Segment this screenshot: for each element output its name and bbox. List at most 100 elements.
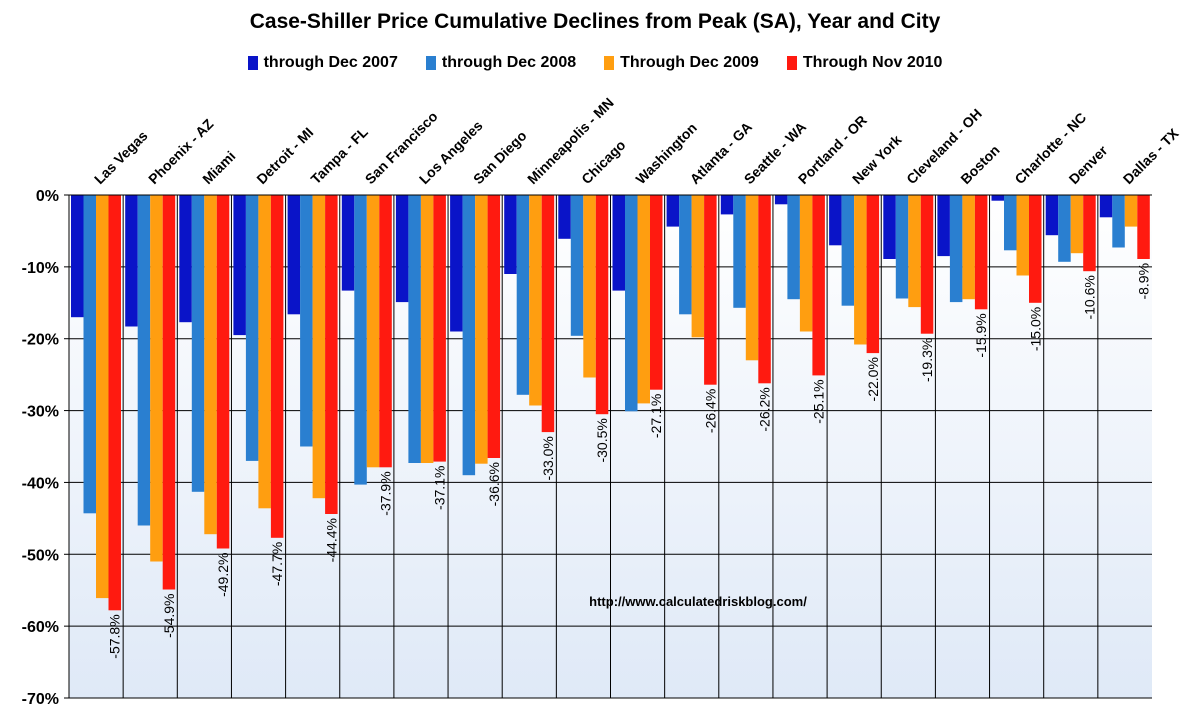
- bar: [1137, 195, 1150, 259]
- data-label: -49.2%: [215, 553, 231, 597]
- bar: [1124, 195, 1138, 227]
- bar: [1029, 195, 1042, 303]
- bar: [883, 195, 896, 259]
- bar: [612, 195, 625, 291]
- bar: [1083, 195, 1096, 272]
- category-label: Tampa - FL: [307, 123, 371, 187]
- bar: [799, 195, 813, 332]
- bar: [1099, 195, 1113, 218]
- bar: [595, 195, 609, 415]
- bar: [679, 195, 692, 315]
- bar: [204, 195, 217, 535]
- legend-item-nov-2010: Through Nov 2010: [786, 54, 943, 72]
- bar: [949, 195, 963, 303]
- bar: [650, 195, 663, 390]
- data-label: -22.0%: [865, 357, 881, 401]
- category-label: Miami: [199, 148, 238, 187]
- data-label: -44.4%: [323, 518, 339, 562]
- legend-item-dec-2008: through Dec 2008: [425, 54, 577, 72]
- bar: [758, 195, 771, 384]
- y-tick-label: 0%: [36, 188, 59, 205]
- category-label: Las Vegas: [91, 127, 151, 187]
- data-label: -25.1%: [811, 379, 827, 423]
- data-label: -33.0%: [540, 436, 556, 480]
- bar: [625, 195, 638, 412]
- bar: [787, 195, 800, 300]
- bar: [420, 195, 434, 463]
- data-label: -27.1%: [648, 394, 664, 438]
- legend-label: Through Dec 2009: [620, 54, 759, 71]
- bar: [191, 195, 205, 492]
- category-label: New York: [849, 131, 905, 187]
- category-label: Denver: [1066, 142, 1111, 187]
- legend-label: Through Nov 2010: [802, 54, 943, 71]
- bar: [908, 195, 921, 308]
- bar: [487, 195, 501, 458]
- bar: [691, 195, 705, 338]
- y-tick-label: -10%: [22, 260, 59, 277]
- data-label: -15.0%: [1027, 307, 1043, 351]
- category-label: Detroit - MI: [253, 124, 316, 187]
- y-tick-label: -30%: [22, 404, 59, 421]
- bar: [1045, 195, 1059, 236]
- data-label: -8.9%: [1136, 263, 1152, 300]
- legend-swatch: [425, 56, 436, 70]
- bar: [812, 195, 825, 376]
- bar: [71, 195, 84, 318]
- bar: [720, 195, 734, 215]
- bar: [937, 195, 950, 257]
- data-label: -37.9%: [378, 471, 394, 515]
- bar: [354, 195, 367, 485]
- legend-label: through Dec 2008: [441, 54, 577, 71]
- bar: [920, 195, 934, 334]
- bar: [245, 195, 259, 461]
- data-label: -26.4%: [702, 389, 718, 433]
- bar: [974, 195, 988, 310]
- legend-swatch: [247, 56, 258, 70]
- bar: [745, 195, 759, 361]
- bar: [704, 195, 717, 385]
- bar: [83, 195, 96, 514]
- bar: [829, 195, 842, 246]
- y-tick-label: -70%: [22, 691, 59, 708]
- data-label: -57.8%: [107, 614, 123, 658]
- bar: [300, 195, 313, 447]
- bar: [433, 195, 446, 462]
- bar: [866, 195, 880, 354]
- bar: [1058, 195, 1071, 262]
- data-label: -37.1%: [432, 466, 448, 510]
- bar: [450, 195, 463, 332]
- source-annotation: http://www.calculatedriskblog.com/: [589, 594, 807, 609]
- bar: [312, 195, 326, 499]
- legend-item-dec-2007: through Dec 2007: [247, 54, 398, 72]
- bar: [1016, 195, 1029, 276]
- bar: [1004, 195, 1017, 251]
- bar: [529, 195, 542, 406]
- legend-swatch: [786, 56, 797, 70]
- bar: [108, 195, 121, 611]
- legend-item-dec-2009: Through Dec 2009: [604, 54, 759, 72]
- data-label: -19.3%: [919, 338, 935, 382]
- bar: [475, 195, 488, 464]
- bar: [854, 195, 867, 345]
- bar: [395, 195, 409, 303]
- data-label: -26.2%: [757, 387, 773, 431]
- data-label: -30.5%: [594, 418, 610, 462]
- data-label: -15.9%: [973, 313, 989, 357]
- bar: [233, 195, 246, 336]
- bar: [162, 195, 176, 590]
- legend: through Dec 2007 through Dec 2008 Throug…: [0, 54, 1190, 72]
- bar: [541, 195, 555, 433]
- category-label: Boston: [957, 142, 1002, 187]
- bar: [379, 195, 392, 468]
- bar: [733, 195, 746, 308]
- bar: [150, 195, 163, 562]
- data-label: -10.6%: [1081, 275, 1097, 319]
- bar: [637, 195, 650, 404]
- bar: [287, 195, 301, 315]
- bar: [216, 195, 230, 549]
- bar: [325, 195, 338, 514]
- bar: [516, 195, 530, 395]
- bar: [341, 195, 355, 291]
